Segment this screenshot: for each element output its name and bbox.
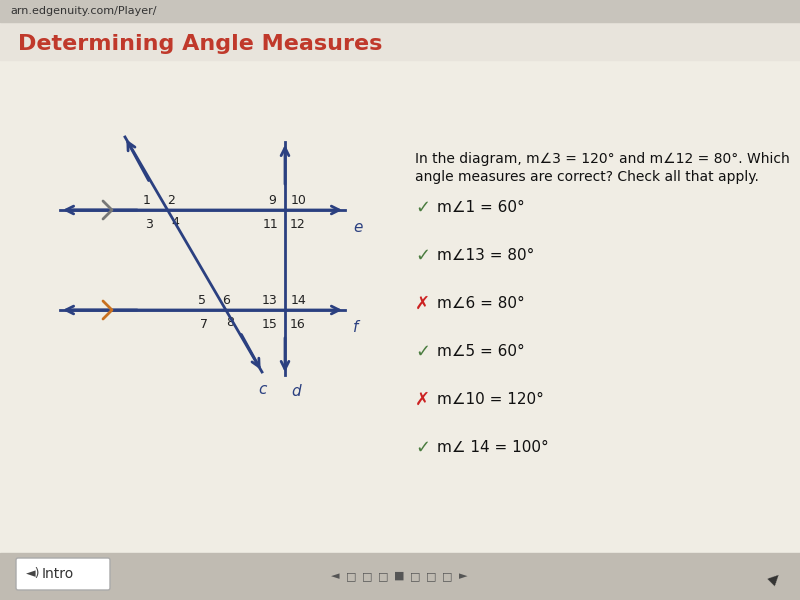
Text: ►: ► — [458, 571, 467, 581]
Text: 5: 5 — [198, 293, 206, 307]
Text: m∠10 = 120°: m∠10 = 120° — [437, 392, 544, 407]
Text: Determining Angle Measures: Determining Angle Measures — [18, 34, 382, 54]
Text: ✗: ✗ — [415, 295, 430, 313]
Text: ▲: ▲ — [766, 569, 784, 587]
Text: ✗: ✗ — [415, 391, 430, 409]
Text: m∠1 = 60°: m∠1 = 60° — [437, 200, 525, 215]
Text: Intro: Intro — [42, 567, 74, 581]
Text: m∠6 = 80°: m∠6 = 80° — [437, 296, 525, 311]
Text: ✓: ✓ — [415, 199, 430, 217]
Bar — [0, 22, 800, 60]
Text: □: □ — [362, 571, 372, 581]
Text: □: □ — [378, 571, 388, 581]
Text: 15: 15 — [262, 317, 278, 331]
Text: 13: 13 — [262, 293, 278, 307]
Text: 8: 8 — [226, 316, 234, 329]
Text: ✓: ✓ — [415, 343, 430, 361]
Text: 14: 14 — [291, 293, 307, 307]
Text: ✓: ✓ — [415, 247, 430, 265]
Text: 11: 11 — [263, 217, 279, 230]
Text: ◄): ◄) — [26, 568, 41, 581]
Text: 9: 9 — [268, 193, 276, 206]
Text: c: c — [258, 383, 266, 397]
Text: e: e — [353, 220, 362, 235]
Text: 1: 1 — [143, 193, 151, 206]
Text: 16: 16 — [290, 317, 306, 331]
Text: m∠5 = 60°: m∠5 = 60° — [437, 344, 525, 359]
Bar — [0, 22, 800, 552]
Text: 6: 6 — [222, 293, 230, 307]
Text: arn.edgenuity.com/Player/: arn.edgenuity.com/Player/ — [10, 6, 157, 16]
Bar — [0, 553, 800, 600]
Text: 7: 7 — [200, 317, 208, 331]
Text: ■: ■ — [394, 571, 404, 581]
FancyBboxPatch shape — [16, 558, 110, 590]
Text: 3: 3 — [145, 217, 153, 230]
Text: □: □ — [426, 571, 436, 581]
Text: m∠13 = 80°: m∠13 = 80° — [437, 248, 534, 263]
Text: ✓: ✓ — [415, 439, 430, 457]
Text: f: f — [353, 320, 358, 335]
Text: ◄: ◄ — [330, 571, 339, 581]
Text: d: d — [291, 383, 301, 398]
Text: angle measures are correct? Check all that apply.: angle measures are correct? Check all th… — [415, 170, 759, 184]
Text: □: □ — [410, 571, 420, 581]
Text: □: □ — [346, 571, 356, 581]
Text: In the diagram, m∠3 = 120° and m∠12 = 80°. Which: In the diagram, m∠3 = 120° and m∠12 = 80… — [415, 152, 790, 166]
Text: 12: 12 — [290, 217, 306, 230]
Text: □: □ — [442, 571, 452, 581]
Text: 10: 10 — [291, 193, 307, 206]
Text: 2: 2 — [167, 193, 175, 206]
Text: m∠ 14 = 100°: m∠ 14 = 100° — [437, 440, 549, 455]
Bar — [0, 0, 800, 22]
Text: 4: 4 — [171, 215, 179, 229]
